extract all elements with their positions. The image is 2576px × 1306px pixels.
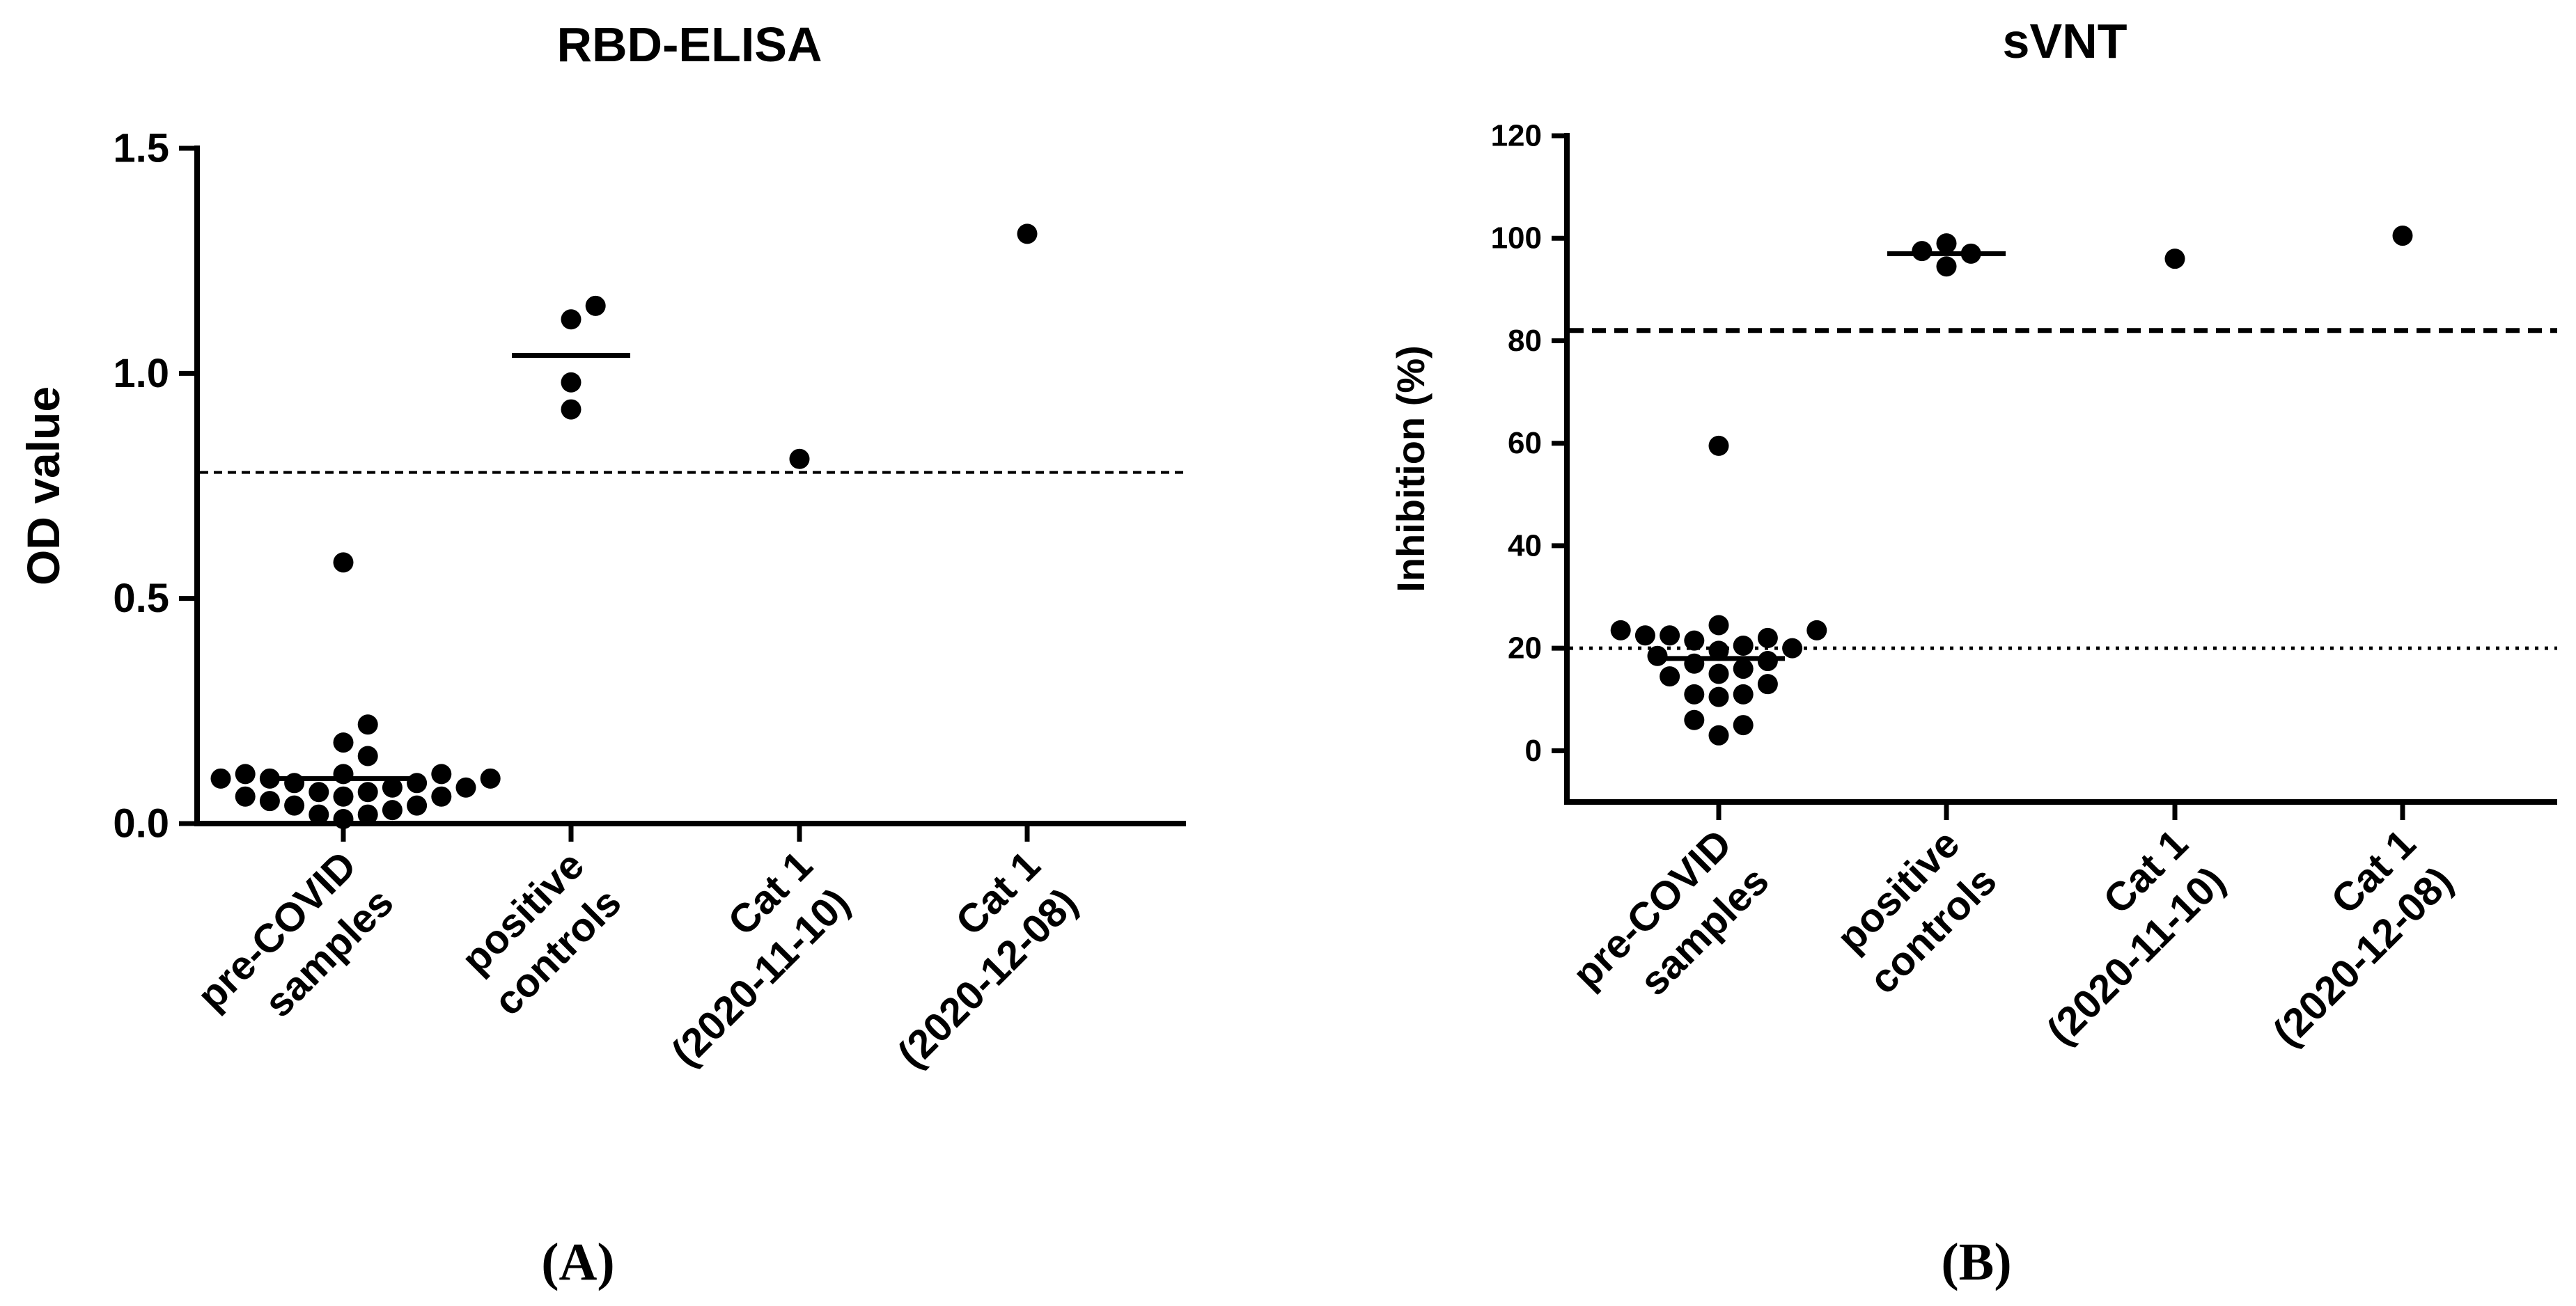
- y-tick-label: 80: [1508, 324, 1542, 358]
- y-tick-label: 20: [1508, 631, 1542, 666]
- panel-b-chart: sVNT Inhibition (%) 0 20 40 60 80 100 120 pre-COV…: [1389, 14, 2557, 1291]
- data-point: [1708, 686, 1729, 707]
- data-point: [1733, 684, 1754, 705]
- data-point: [431, 764, 452, 785]
- data-point: [357, 804, 378, 825]
- data-point: [1610, 620, 1631, 640]
- x-category-label: positivecontrols: [1823, 821, 2005, 1002]
- x-category-label: Cat 1(2020-12-08): [852, 842, 1086, 1076]
- data-point: [210, 768, 231, 789]
- x-category-label: Cat 1(2020-11-10): [2001, 821, 2233, 1053]
- data-point: [1708, 435, 1729, 456]
- panel-label: (B): [1941, 1233, 2011, 1291]
- y-tick-label: 60: [1508, 426, 1542, 460]
- y-axis-label: Inhibition (%): [1389, 345, 1433, 592]
- data-point: [235, 786, 256, 807]
- y-tick-label: 1.5: [113, 126, 169, 171]
- x-category-label: Cat 1(2020-12-08): [2227, 821, 2461, 1055]
- data-point: [259, 791, 280, 812]
- data-point: [1806, 620, 1827, 640]
- data-point: [561, 372, 581, 393]
- data-point: [455, 777, 476, 798]
- data-point: [407, 773, 428, 794]
- data-point: [561, 399, 581, 420]
- y-tick-label: 100: [1491, 221, 1542, 255]
- x-category-label: Cat 1(2020-11-10): [625, 842, 858, 1075]
- data-point: [1660, 666, 1680, 687]
- data-point: [1757, 627, 1778, 648]
- data-point: [2164, 249, 2185, 269]
- data-point: [309, 782, 329, 803]
- data-point: [480, 768, 501, 789]
- data-point: [1708, 640, 1729, 661]
- y-tick-label: 0.5: [113, 576, 169, 621]
- data-point: [1684, 709, 1705, 730]
- data-point: [333, 732, 354, 753]
- y-tick-label: 40: [1508, 528, 1542, 562]
- chart-title: RBD-ELISA: [556, 17, 822, 72]
- data-point: [357, 746, 378, 766]
- data-point: [235, 764, 256, 785]
- data-point: [1647, 645, 1668, 666]
- data-point: [284, 795, 305, 816]
- y-axis-label: OD value: [17, 386, 69, 585]
- data-point: [1912, 241, 1933, 262]
- data-point: [382, 777, 403, 798]
- panel-a-chart: RBD-ELISA OD value 0.0 0.5 1.0 1.5 pre-COVIDsa…: [17, 17, 1186, 1291]
- x-category-label: pre-COVIDsamples: [189, 842, 403, 1056]
- data-point: [1936, 256, 1957, 277]
- data-point: [333, 552, 354, 573]
- data-point: [357, 782, 378, 803]
- x-category-label: positivecontrols: [448, 842, 630, 1024]
- y-tick-label: 0.0: [113, 801, 169, 847]
- y-tick-label: 0: [1525, 734, 1542, 768]
- data-point: [1708, 663, 1729, 684]
- data-point: [407, 795, 428, 816]
- data-point: [333, 809, 354, 830]
- data-point: [1634, 625, 1655, 646]
- chart-title: sVNT: [2003, 14, 2128, 68]
- panel-label: (A): [541, 1233, 615, 1291]
- data-point: [357, 714, 378, 735]
- data-point: [789, 448, 810, 469]
- data-point: [309, 804, 329, 825]
- data-point: [1684, 684, 1705, 705]
- data-point: [561, 309, 581, 330]
- data-point: [259, 768, 280, 789]
- data-point: [431, 786, 452, 807]
- y-tick-label: 120: [1491, 119, 1542, 153]
- data-point: [1733, 635, 1754, 656]
- data-point: [1017, 223, 1038, 244]
- data-point: [382, 800, 403, 821]
- data-point: [1757, 651, 1778, 672]
- data-point: [284, 773, 305, 794]
- data-point: [1733, 659, 1754, 679]
- x-category-label: pre-COVIDsamples: [1564, 821, 1778, 1034]
- data-point: [1660, 625, 1680, 646]
- data-point: [1757, 674, 1778, 695]
- data-point: [1782, 638, 1803, 659]
- data-point: [333, 786, 354, 807]
- data-point: [1733, 715, 1754, 736]
- data-point: [585, 295, 606, 316]
- data-point: [1708, 725, 1729, 746]
- data-point: [1684, 630, 1705, 651]
- data-point: [2392, 226, 2413, 246]
- data-point: [1936, 233, 1957, 254]
- data-point: [1708, 615, 1729, 636]
- y-tick-label: 1.0: [113, 351, 169, 396]
- data-point: [333, 764, 354, 785]
